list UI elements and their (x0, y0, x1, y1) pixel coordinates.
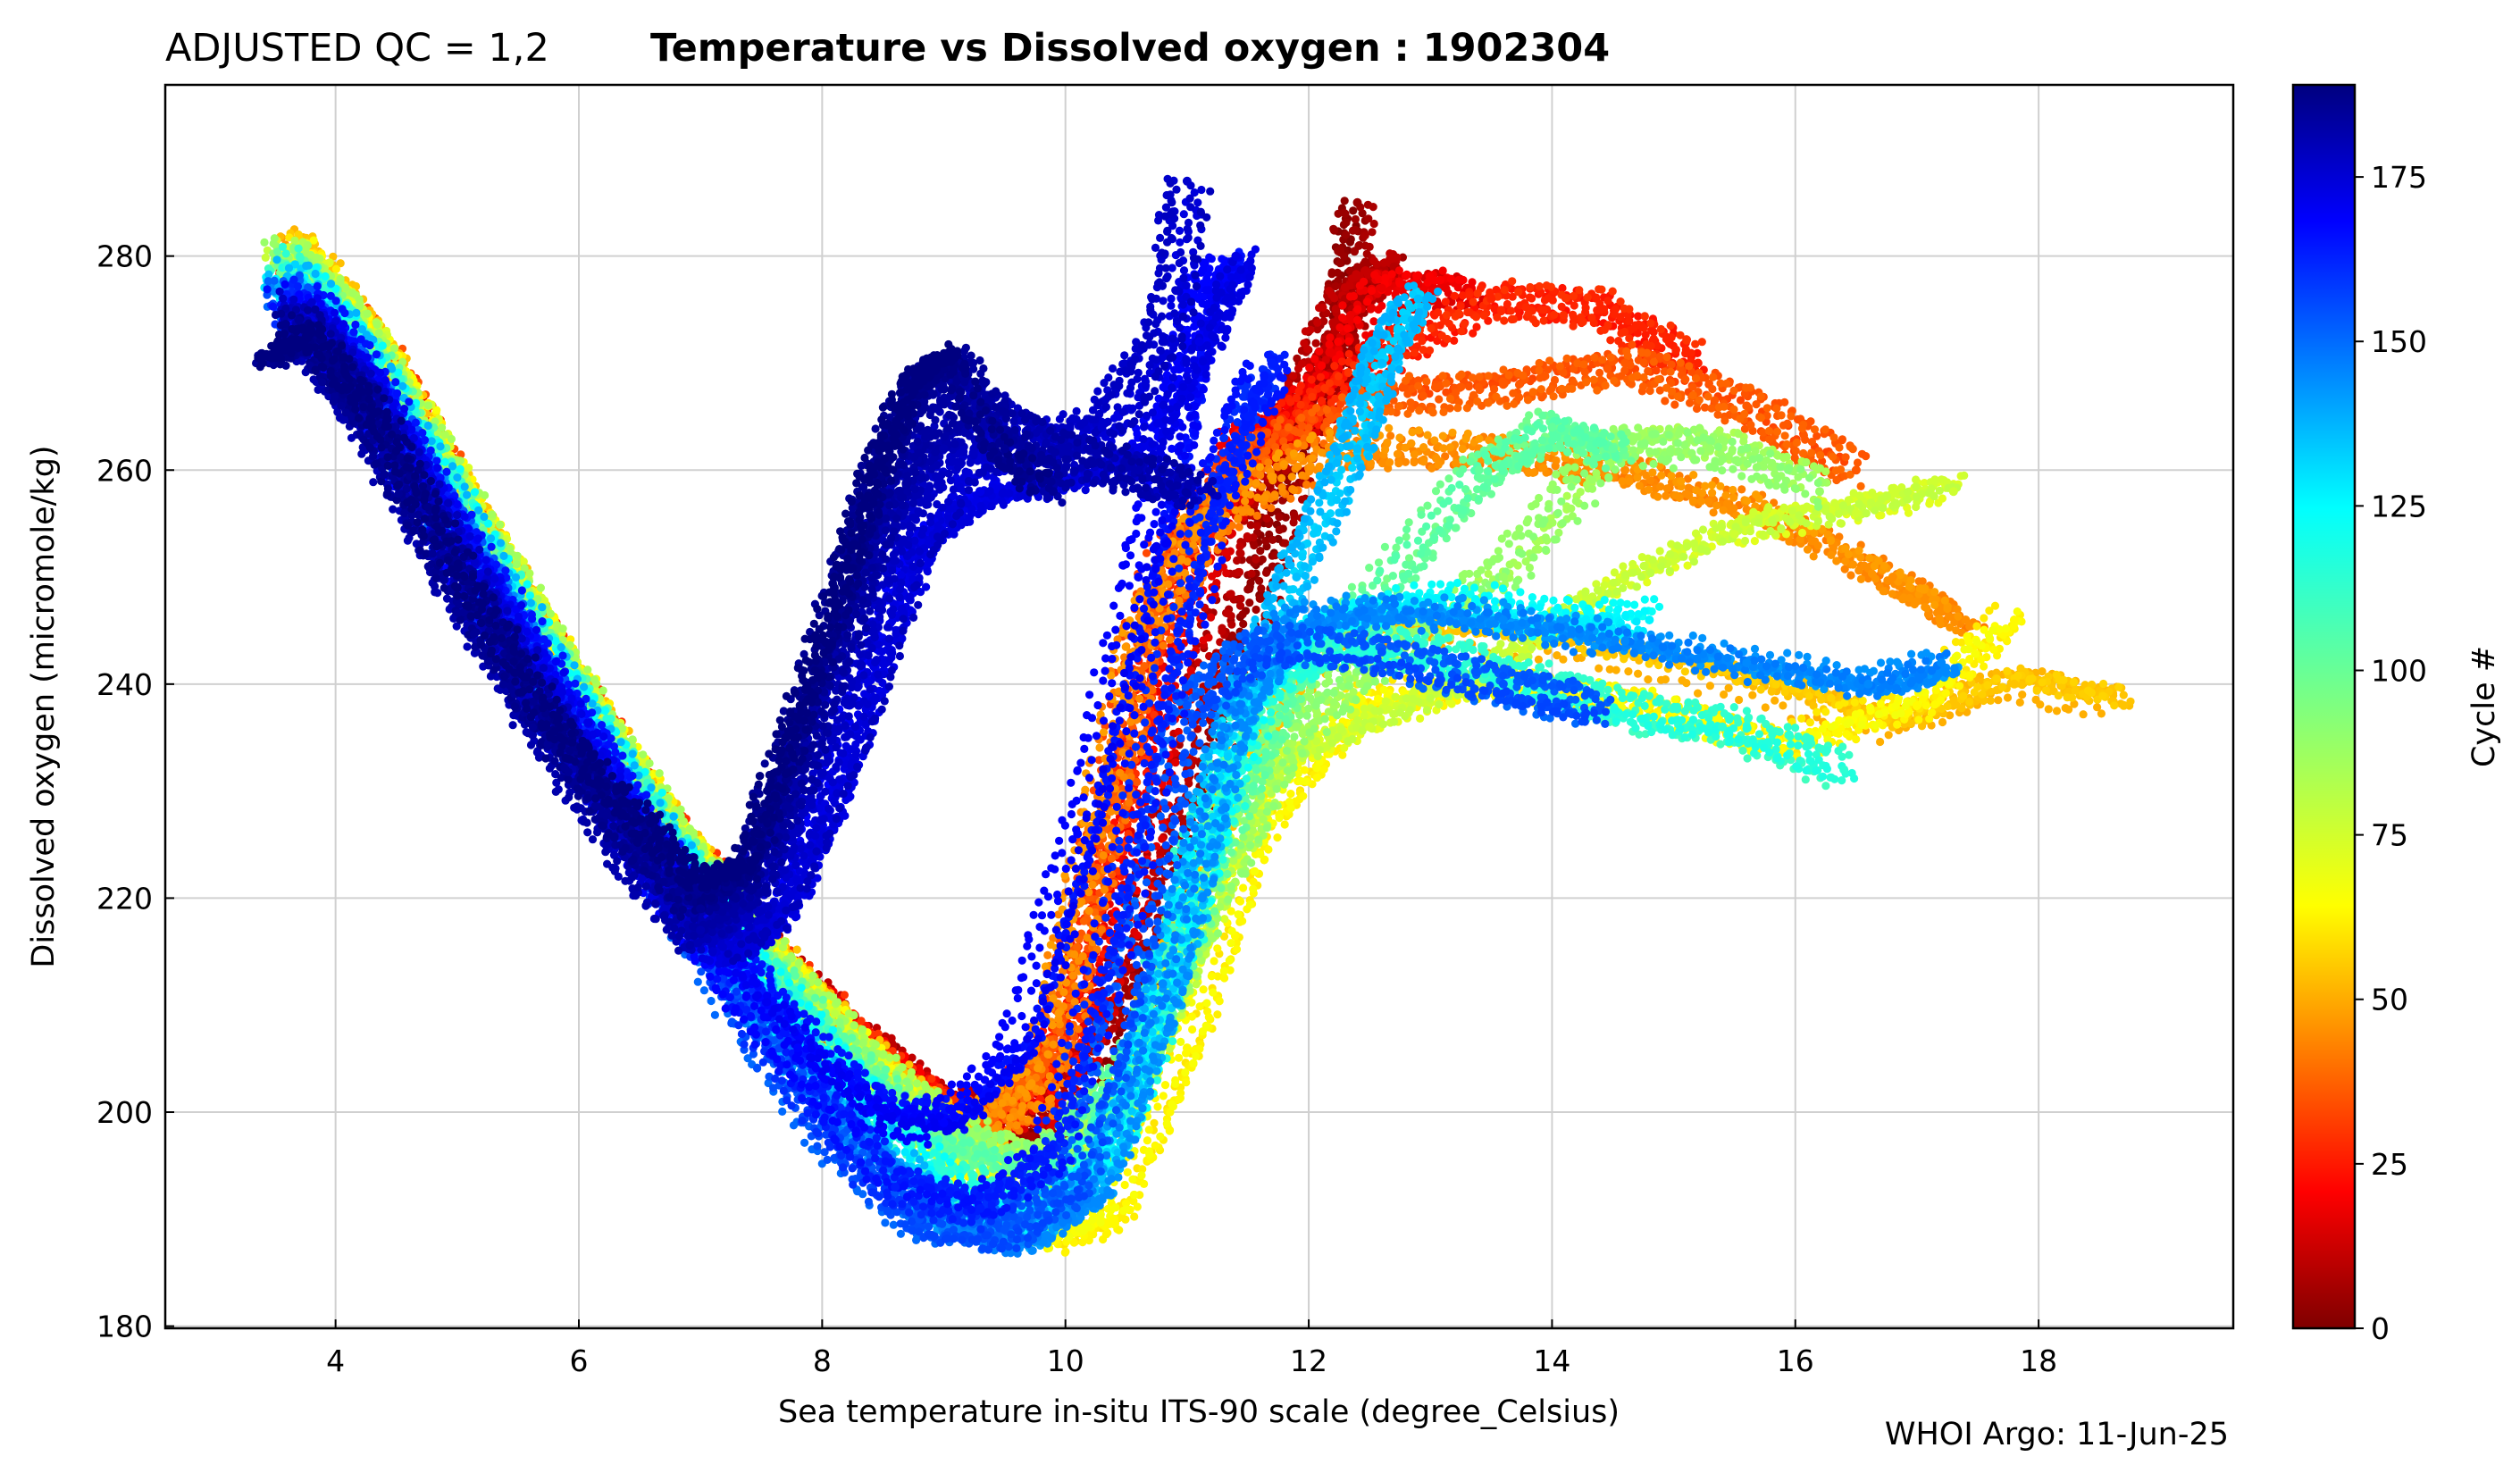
data-point (1327, 291, 1335, 299)
data-point (1253, 522, 1261, 530)
data-point (1369, 203, 1377, 211)
data-points (252, 175, 2135, 1258)
data-point (1340, 209, 1348, 217)
data-point (1263, 515, 1271, 523)
data-point (1252, 556, 1260, 564)
profile-point (1256, 594, 1265, 603)
data-point (1329, 225, 1337, 233)
data-point (1256, 547, 1264, 555)
data-point (1239, 610, 1247, 618)
data-point (1315, 304, 1323, 312)
data-point (1235, 568, 1243, 576)
chart-title: Temperature vs Dissolved oxygen : 190230… (650, 26, 1610, 71)
data-point (1221, 548, 1229, 557)
data-point (1361, 266, 1369, 274)
data-point (1351, 273, 1359, 281)
data-point (888, 1034, 896, 1042)
data-point (1341, 197, 1349, 205)
data-point (1443, 285, 1451, 293)
data-point (1306, 326, 1314, 334)
data-point (1368, 228, 1376, 236)
data-point (1342, 230, 1350, 239)
data-point (1227, 621, 1235, 629)
data-point (1248, 570, 1256, 578)
data-point (1261, 537, 1269, 545)
data-point (1207, 614, 1215, 622)
data-point (1233, 557, 1241, 565)
data-point (1373, 260, 1381, 268)
data-point (1349, 227, 1357, 235)
data-point (1377, 302, 1386, 310)
data-point (1393, 254, 1401, 262)
data-point (1262, 569, 1270, 577)
data-point (1276, 526, 1284, 534)
data-point (1252, 606, 1260, 614)
data-point (1345, 281, 1353, 289)
data-point (1224, 609, 1232, 617)
data-point (1361, 231, 1369, 239)
data-point (1298, 360, 1306, 368)
data-point (1134, 932, 1142, 940)
data-point (1200, 636, 1208, 644)
data-point (1243, 585, 1252, 593)
data-point (1290, 518, 1298, 526)
data-point (1235, 542, 1243, 550)
data-point (1218, 627, 1226, 635)
data-point (1342, 219, 1350, 227)
data-point (1027, 1132, 1035, 1140)
data-point (1370, 220, 1378, 228)
profile-point (1353, 198, 1362, 207)
data-point (1336, 246, 1344, 254)
data-point (1245, 598, 1253, 607)
data-point (1250, 541, 1258, 549)
data-point (1369, 317, 1377, 325)
data-point (1171, 758, 1179, 766)
data-point (1275, 513, 1283, 521)
data-point (1328, 268, 1336, 276)
data-point (1239, 620, 1247, 628)
data-point (1349, 206, 1357, 214)
data-point (1366, 243, 1374, 251)
data-point (1243, 532, 1252, 540)
title-prefix: ADJUSTED QC = 1,2 (165, 26, 549, 71)
data-point (1290, 511, 1298, 519)
data-point (1312, 339, 1320, 347)
data-point (1300, 339, 1308, 347)
data-point (1336, 259, 1344, 267)
data-point (1236, 595, 1244, 603)
data-point (1352, 215, 1360, 223)
data-point (1255, 577, 1263, 585)
data-point (1268, 536, 1277, 544)
data-point (1313, 319, 1321, 327)
data-point (1257, 584, 1265, 592)
data-point (1386, 249, 1394, 257)
data-point (1227, 590, 1235, 598)
data-point (1187, 666, 1195, 674)
data-point (1109, 1025, 1118, 1033)
chart: ADJUSTED QC = 1,2 Temperature vs Dissolv… (0, 0, 2520, 1473)
